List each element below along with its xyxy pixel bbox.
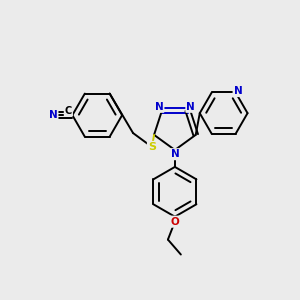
Text: O: O: [170, 217, 179, 227]
Text: S: S: [148, 142, 156, 152]
Text: N: N: [234, 86, 242, 96]
Text: N: N: [186, 102, 195, 112]
Text: C: C: [65, 106, 72, 116]
Text: N: N: [155, 102, 164, 112]
Text: N: N: [49, 110, 57, 120]
Text: N: N: [170, 149, 179, 159]
